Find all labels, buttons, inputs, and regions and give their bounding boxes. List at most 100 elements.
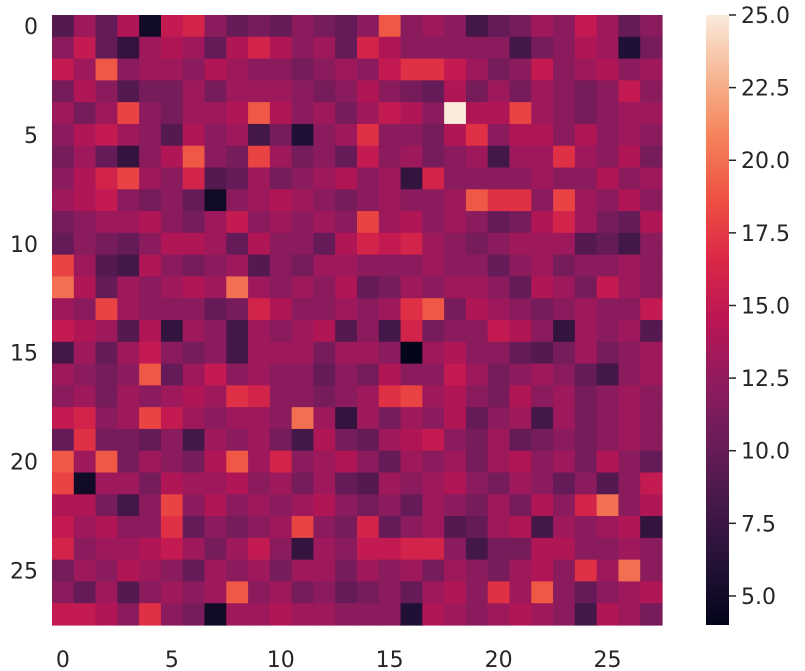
heatmap-cell — [160, 516, 184, 539]
heatmap-cell — [618, 254, 641, 278]
heatmap-cell — [400, 537, 423, 561]
heatmap-cell — [422, 211, 445, 234]
heatmap-cell — [291, 80, 315, 103]
heatmap-cell — [640, 254, 663, 278]
heatmap-cell — [357, 472, 380, 495]
heatmap-cell — [182, 450, 206, 474]
heatmap-cell — [400, 428, 423, 452]
heatmap-cell — [378, 145, 402, 169]
heatmap-cell — [465, 363, 489, 386]
heatmap-cell — [596, 537, 620, 561]
heatmap-cell — [487, 189, 511, 212]
heatmap-cell — [204, 385, 227, 408]
heatmap-cell — [400, 603, 423, 626]
heatmap-cell — [400, 276, 423, 299]
heatmap-cell — [422, 145, 445, 169]
heatmap-cell — [291, 145, 315, 169]
heatmap-cell — [640, 58, 663, 81]
heatmap-cell — [73, 363, 97, 386]
heatmap-cell — [357, 211, 380, 234]
heatmap-cell — [313, 450, 336, 474]
heatmap-cell — [139, 320, 162, 343]
heatmap-cell — [226, 385, 249, 408]
heatmap-cell — [422, 494, 445, 517]
heatmap-cell — [509, 211, 532, 234]
heatmap-cell — [465, 36, 489, 60]
heatmap-cell — [160, 123, 184, 147]
heatmap-cell — [269, 189, 293, 212]
heatmap-cell — [487, 211, 511, 234]
heatmap-cell — [444, 254, 467, 278]
heatmap-cell — [465, 516, 489, 539]
heatmap-cell — [618, 363, 641, 386]
heatmap-cell — [465, 407, 489, 430]
heatmap-cell — [618, 385, 641, 408]
heatmap-cell — [160, 559, 184, 583]
heatmap-cell — [465, 254, 489, 278]
heatmap-cell — [204, 537, 227, 561]
heatmap-cell — [444, 80, 467, 103]
heatmap-cell — [226, 472, 249, 495]
heatmap-cell — [553, 341, 576, 365]
heatmap-cell — [313, 211, 336, 234]
heatmap-cell — [553, 363, 576, 386]
heatmap-cell — [269, 145, 293, 169]
heatmap-cell — [618, 58, 641, 81]
heatmap-cell — [400, 36, 423, 60]
heatmap-cell — [269, 36, 293, 60]
heatmap-cell — [465, 472, 489, 495]
heatmap-cell — [291, 581, 315, 604]
heatmap-cell — [444, 407, 467, 430]
heatmap-cell — [204, 559, 227, 583]
heatmap-cell — [487, 298, 511, 321]
heatmap-cell — [596, 15, 620, 38]
heatmap-cell — [357, 102, 380, 125]
heatmap-cell — [487, 145, 511, 169]
heatmap-cell — [574, 211, 598, 234]
heatmap-cell — [487, 58, 511, 81]
heatmap-cell — [444, 537, 467, 561]
heatmap-cell — [640, 298, 663, 321]
heatmap-cell — [509, 320, 532, 343]
heatmap-cell — [378, 102, 402, 125]
heatmap-cell — [117, 516, 140, 539]
heatmap-cell — [335, 123, 358, 147]
heatmap-cell — [52, 102, 75, 125]
heatmap-cell — [95, 254, 118, 278]
heatmap-cell — [422, 450, 445, 474]
heatmap-cell — [139, 102, 162, 125]
heatmap-cell — [313, 385, 336, 408]
heatmap-cell — [95, 80, 118, 103]
heatmap-cell — [357, 407, 380, 430]
heatmap-cell — [400, 102, 423, 125]
heatmap-cell — [618, 320, 641, 343]
heatmap-cell — [204, 211, 227, 234]
heatmap-cell — [640, 167, 663, 190]
heatmap-cell — [269, 363, 293, 386]
heatmap-cell — [313, 428, 336, 452]
heatmap-cell — [248, 123, 271, 147]
heatmap-cell — [553, 123, 576, 147]
heatmap-cell — [531, 145, 554, 169]
heatmap-cell — [444, 145, 467, 169]
heatmap-cell — [335, 494, 358, 517]
heatmap-cell — [182, 472, 206, 495]
heatmap-cell — [117, 298, 140, 321]
heatmap-cell — [487, 123, 511, 147]
heatmap-cell — [465, 537, 489, 561]
heatmap-cell — [465, 102, 489, 125]
heatmap-cell — [160, 80, 184, 103]
heatmap-cell — [531, 385, 554, 408]
heatmap-cell — [95, 276, 118, 299]
heatmap-cell — [117, 167, 140, 190]
heatmap-cell — [117, 276, 140, 299]
heatmap-cell — [487, 385, 511, 408]
heatmap-cell — [204, 232, 227, 256]
heatmap-cell — [509, 341, 532, 365]
heatmap-cell — [531, 407, 554, 430]
heatmap-cell — [95, 450, 118, 474]
heatmap-cell — [204, 472, 227, 495]
heatmap-cell — [73, 145, 97, 169]
heatmap-cell — [378, 320, 402, 343]
heatmap-cell — [52, 211, 75, 234]
